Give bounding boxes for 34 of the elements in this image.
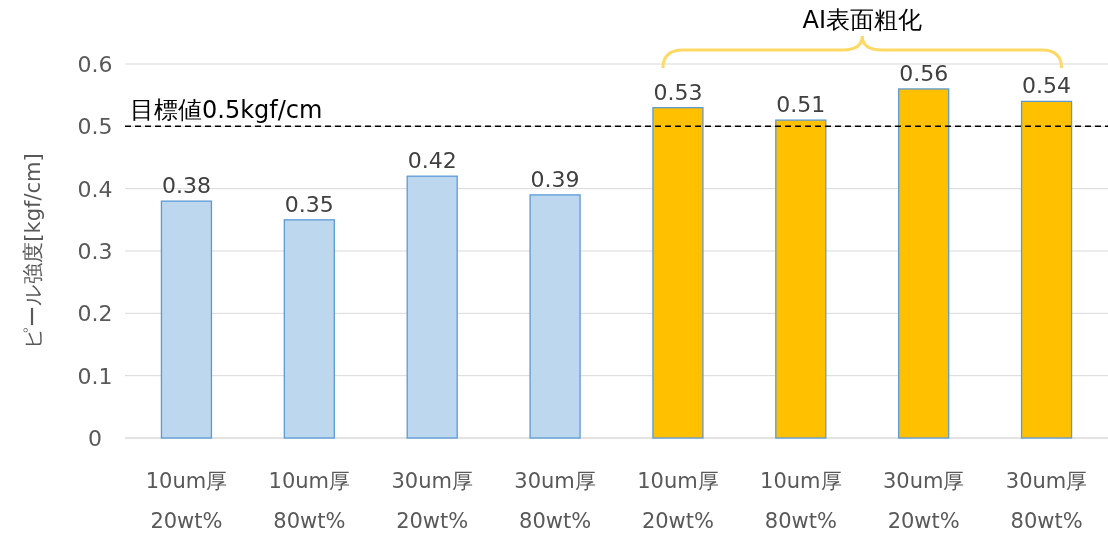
- x-tick-label: 10um厚 20wt%: [637, 469, 719, 533]
- data-label: 0.35: [284, 191, 334, 217]
- bar: [160, 200, 213, 439]
- bar: [775, 119, 827, 439]
- text: AI表面粗化: [802, 6, 922, 34]
- y-tick-label: 0.5: [77, 114, 113, 140]
- ref-line-label: 目標値0.5kgf/cm: [130, 96, 323, 125]
- data-label: 0.42: [407, 148, 457, 174]
- x-tick-label: 10um厚 80wt%: [760, 469, 842, 533]
- bar: [898, 88, 950, 439]
- bar: [529, 194, 581, 439]
- data-label: 0.51: [776, 92, 826, 118]
- bar: [406, 175, 458, 439]
- x-tick-label: 10um厚 80wt%: [268, 469, 351, 533]
- x-tick-label: 30um厚 80wt%: [1005, 469, 1088, 533]
- y-tick-label: 0.3: [77, 239, 113, 264]
- data-label: 0.54: [1022, 73, 1072, 99]
- bar: [652, 106, 704, 439]
- bar: [283, 219, 335, 439]
- y-tick-label: 0.2: [77, 301, 113, 327]
- x-tick-label: 10um厚 20wt%: [145, 469, 228, 533]
- y-tick-label: 0: [88, 426, 102, 451]
- data-label: 0.39: [530, 166, 580, 192]
- y-tick-label: 0.4: [77, 176, 113, 202]
- x-tick-label: 30um厚 20wt%: [882, 469, 965, 533]
- data-label: 0.53: [653, 79, 703, 105]
- y-tick-label: 0.6: [77, 52, 113, 77]
- x-tick-label: 30um厚 80wt%: [514, 469, 596, 533]
- data-label: 0.38: [161, 173, 211, 199]
- data-label: 0.56: [899, 60, 949, 86]
- y-tick-label: 0.1: [77, 363, 113, 389]
- bar: [1020, 100, 1073, 439]
- y-axis-title: ピール強度[kgf/cm]: [21, 153, 45, 349]
- x-tick-label: 30um厚 20wt%: [391, 469, 473, 533]
